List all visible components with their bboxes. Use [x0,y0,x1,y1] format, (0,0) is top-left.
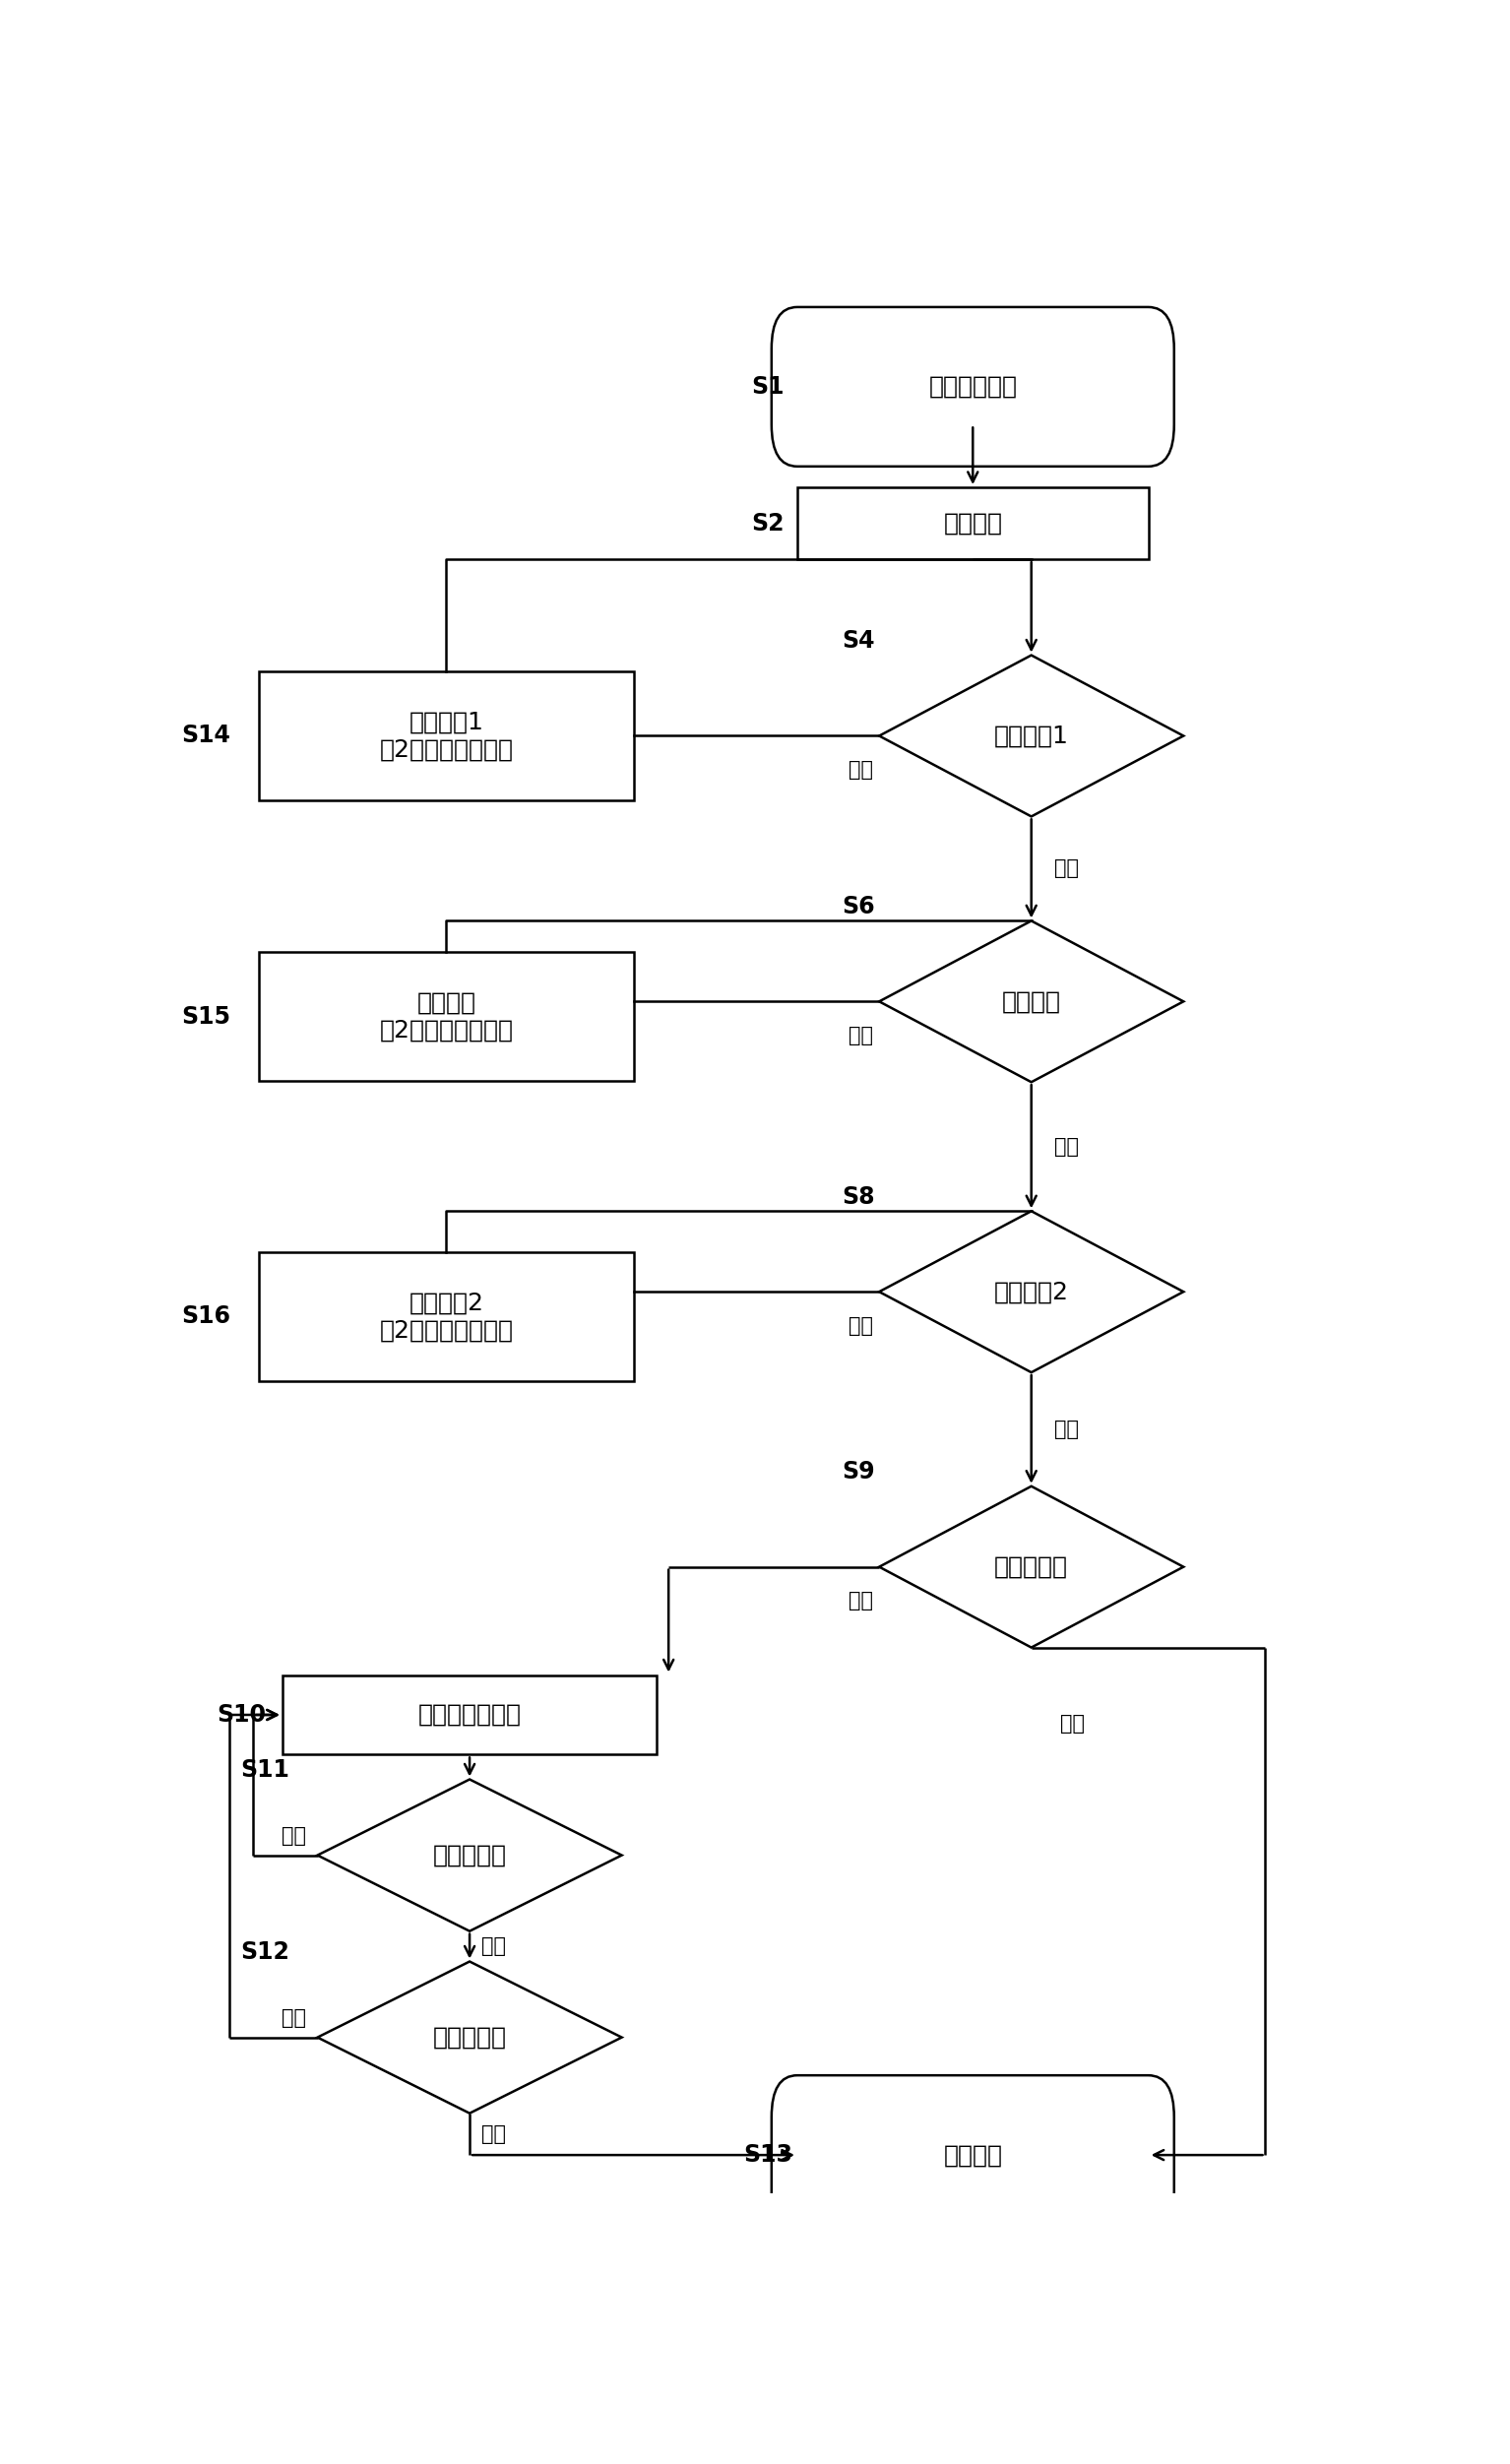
FancyBboxPatch shape [772,308,1175,466]
Bar [797,488,1149,559]
Text: 失败: 失败 [281,2008,305,2028]
Text: S6: S6 [841,894,874,919]
Text: 擦除验证1: 擦除验证1 [994,724,1069,747]
Text: 过擦除验证: 过擦除验证 [433,1843,506,1868]
Polygon shape [879,655,1184,816]
Text: 擦除验证2: 擦除验证2 [994,1279,1069,1303]
FancyBboxPatch shape [772,2075,1175,2235]
Bar [282,1676,657,1754]
Text: S1: S1 [752,375,785,399]
Text: 通过: 通过 [1055,1136,1080,1156]
Text: S8: S8 [841,1185,874,1210]
Text: S4: S4 [841,628,874,653]
Polygon shape [879,1212,1184,1372]
Bar [260,670,634,801]
Text: 一起写入
第2次以后强度改变: 一起写入 第2次以后强度改变 [379,991,513,1042]
Text: S13: S13 [743,2144,793,2166]
Text: 通过: 通过 [1060,1712,1086,1732]
Text: 通过: 通过 [482,2124,506,2144]
Polygon shape [317,1961,622,2114]
Text: S15: S15 [181,1005,231,1027]
Text: S16: S16 [181,1303,231,1328]
Text: S11: S11 [240,1757,290,1781]
Text: S9: S9 [841,1461,874,1483]
Polygon shape [317,1779,622,1932]
Text: S14: S14 [181,724,231,747]
Text: 擦除脉冲1
第2次以后强度改变: 擦除脉冲1 第2次以后强度改变 [379,710,513,761]
Text: 过擦除验证: 过擦除验证 [995,1555,1068,1579]
Bar [260,951,634,1082]
Text: 失败: 失败 [849,761,873,779]
Text: 擦除结束: 擦除结束 [944,2144,1003,2166]
Bar [260,1252,634,1380]
Text: 恢复验证: 恢复验证 [1001,991,1062,1013]
Polygon shape [879,922,1184,1082]
Polygon shape [879,1486,1184,1648]
Text: S12: S12 [240,1939,290,1964]
Text: 过恢复验证: 过恢复验证 [433,2025,506,2050]
Text: 失败: 失败 [849,1316,873,1335]
Text: 擦除脉冲2
第2次以后强度改变: 擦除脉冲2 第2次以后强度改变 [379,1291,513,1343]
Text: 通过: 通过 [482,1937,506,1956]
Text: 擦除指令输入: 擦除指令输入 [929,375,1018,399]
Text: 失败: 失败 [849,1025,873,1045]
Text: 失败: 失败 [281,1826,305,1846]
Text: S10: S10 [217,1703,266,1727]
Text: 一起写入: 一起写入 [944,513,1003,535]
Text: 通过: 通过 [1055,860,1080,880]
Text: 通过: 通过 [1055,1419,1080,1439]
Text: 逐位过擦除恢复: 逐位过擦除恢复 [418,1703,521,1727]
Text: 失败: 失败 [849,1592,873,1611]
Text: S2: S2 [752,513,785,535]
